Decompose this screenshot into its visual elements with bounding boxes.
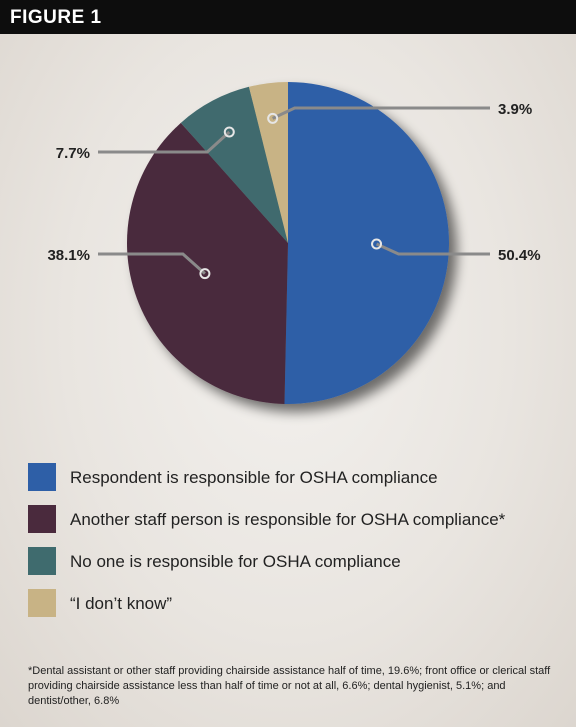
pie-labels-group: 50.4% 38.1% 7.7% 3.9% — [47, 101, 541, 280]
label-no-one: 7.7% — [56, 145, 90, 162]
pie-slices-group — [126, 82, 449, 404]
label-respondent: 50.4% — [498, 247, 541, 264]
leader-line — [98, 130, 231, 154]
label-another-staff: 38.1% — [47, 247, 90, 264]
leader-line — [272, 106, 490, 120]
slice-no-one — [180, 86, 288, 243]
legend-item-no-one: No one is responsible for OSHA complianc… — [28, 547, 558, 575]
legend-item-respondent: Respondent is responsible for OSHA compl… — [28, 463, 558, 491]
leader-dot — [223, 126, 235, 138]
figure-title: FIGURE 1 — [10, 7, 102, 28]
pie-chart: 50.4% 38.1% 7.7% 3.9% — [47, 82, 541, 404]
legend-swatch — [28, 505, 56, 533]
figure-header: FIGURE 1 — [0, 0, 576, 34]
leader-line — [98, 252, 206, 275]
legend-item-another-staff: Another staff person is responsible for … — [28, 505, 558, 533]
legend-swatch — [28, 589, 56, 617]
legend-label: Respondent is responsible for OSHA compl… — [70, 468, 438, 487]
leader-dot — [371, 238, 383, 250]
legend-label: Another staff person is responsible for … — [70, 510, 506, 529]
leader-line — [375, 242, 490, 256]
legend: Respondent is responsible for OSHA compl… — [28, 463, 558, 631]
leader-dot — [267, 112, 279, 124]
slice-respondent — [284, 82, 449, 404]
legend-label: “I don’t know” — [70, 594, 173, 613]
slice-another-staff — [126, 122, 288, 404]
slice-dont-know — [248, 82, 288, 243]
leader-dot — [199, 268, 211, 280]
label-dont-know: 3.9% — [498, 101, 532, 118]
legend-swatch — [28, 463, 56, 491]
legend-label: No one is responsible for OSHA complianc… — [70, 552, 401, 571]
legend-swatch — [28, 547, 56, 575]
footnote: *Dental assistant or other staff providi… — [28, 665, 551, 707]
legend-item-dont-know: “I don’t know” — [28, 589, 558, 617]
